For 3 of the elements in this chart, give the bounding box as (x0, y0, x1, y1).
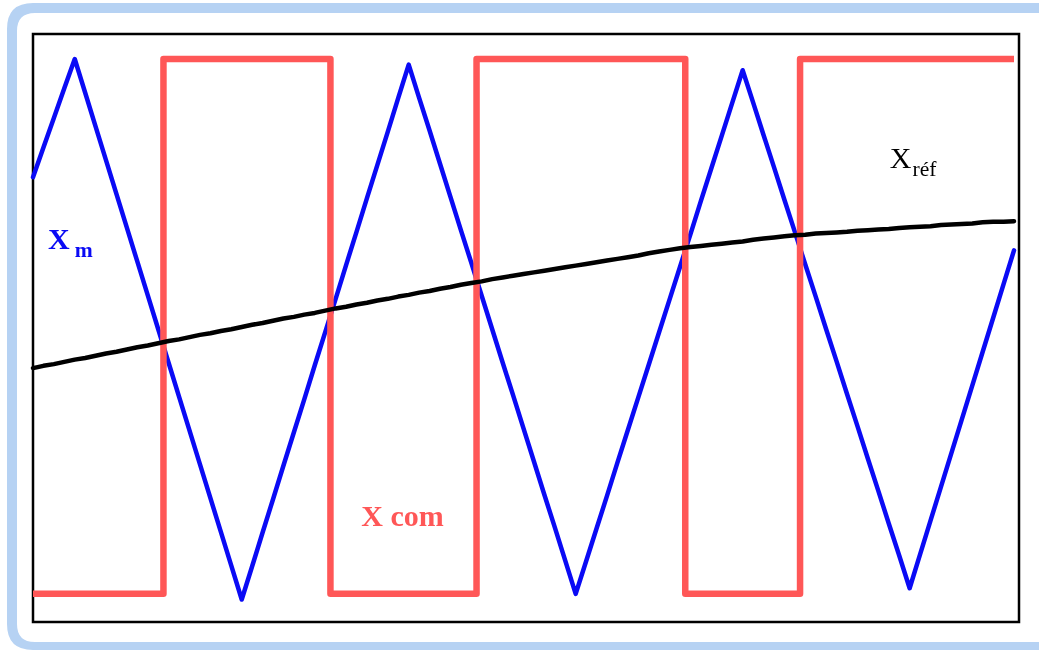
series-label: X$_{réf}$ (889, 141, 938, 181)
series-label: X com (361, 499, 444, 533)
series-label: X$_{m}$ (47, 222, 93, 262)
